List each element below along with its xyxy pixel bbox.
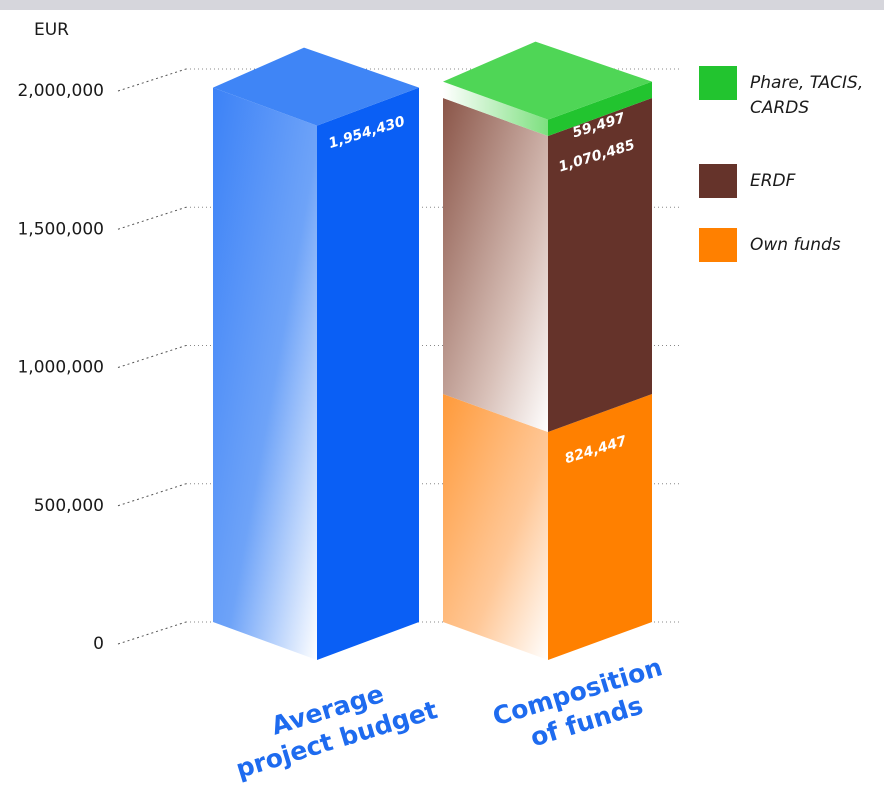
bar-average-budget-top: [213, 47, 419, 126]
legend-label: Own funds: [750, 235, 841, 255]
legend-label-line: CARDS: [750, 98, 809, 118]
y-tick-leader: [117, 345, 187, 368]
segment-own-funds-side-face: [443, 394, 548, 660]
y-tick-leader: [117, 483, 187, 507]
segment-erdf-side-face: [443, 98, 548, 433]
legend-label: Phare, TACIS, CARDS: [750, 73, 863, 118]
y-axis-unit: EUR: [34, 20, 69, 40]
y-tick-label: 1,500,000: [17, 219, 104, 239]
bar-average-budget-front-face: [317, 87, 419, 661]
segment-phare-side-face: [443, 81, 548, 137]
segment-erdf: [443, 98, 652, 433]
legend-swatch: [699, 66, 737, 100]
top-bar: [0, 0, 884, 10]
legend-label: ERDF: [750, 171, 796, 191]
legend-swatch: [699, 164, 737, 198]
y-axis: EUR 0 500,000 1,000,000 1,500,000 2,000,000: [17, 20, 680, 654]
bar-average-budget-side-face: [213, 87, 317, 661]
category-labels: Averageproject budget Compositionof funds: [223, 652, 674, 784]
legend-label-line: Phare, TACIS,: [750, 73, 863, 93]
category-label-composition: Compositionof funds: [489, 652, 674, 761]
y-tick-label: 0: [93, 634, 104, 654]
segment-erdf-front-face: [548, 98, 652, 433]
segment-phare: [443, 81, 652, 137]
bar-average-budget: [213, 87, 419, 661]
segment-own-funds: [443, 394, 652, 660]
y-tick-leader: [117, 68, 187, 92]
y-tick-label: 500,000: [34, 496, 104, 516]
segment-own-funds-front-face: [548, 394, 652, 660]
category-label-average-budget: Averageproject budget: [223, 665, 440, 783]
legend-label-line: ERDF: [750, 171, 796, 191]
legend: Phare, TACIS, CARDS ERDF Own funds: [699, 66, 863, 262]
bar-composition-top: [443, 41, 652, 120]
y-tick-leader: [117, 206, 187, 230]
bars: [213, 41, 652, 661]
legend-swatch: [699, 228, 737, 262]
segment-phare-front-face: [548, 81, 652, 137]
y-tick-label: 2,000,000: [17, 81, 104, 101]
legend-label-line: Own funds: [750, 235, 841, 255]
y-tick-label: 1,000,000: [17, 358, 104, 378]
y-tick-leader: [117, 621, 187, 645]
